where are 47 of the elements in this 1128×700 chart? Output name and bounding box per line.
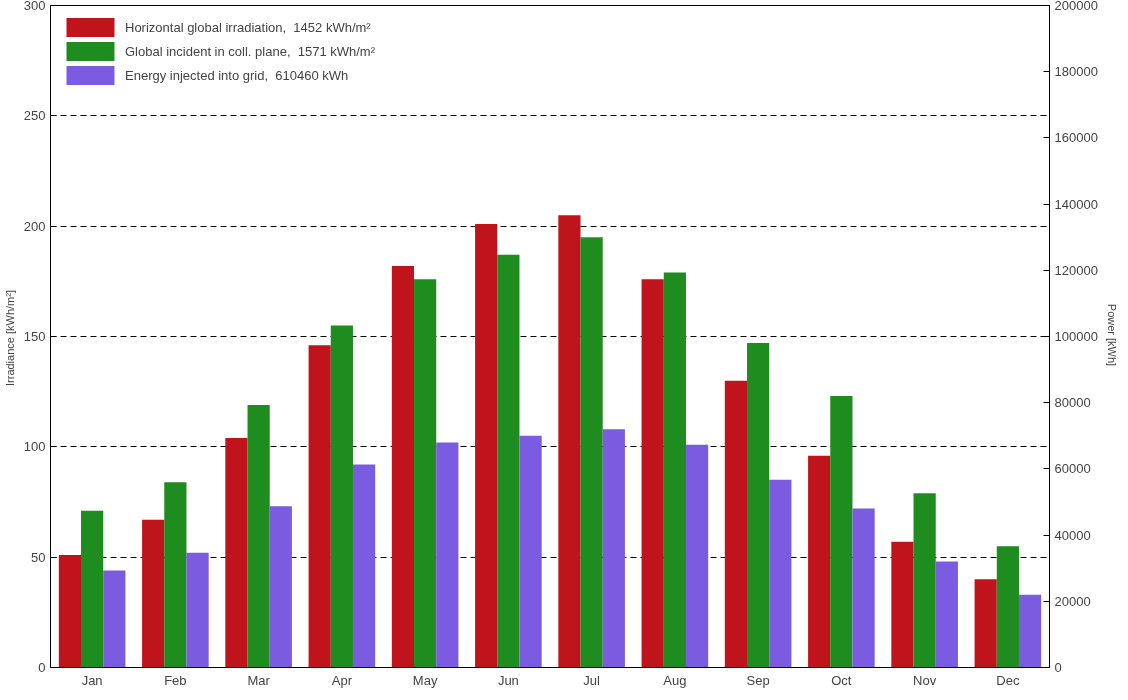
y2-tick-label: 80000 bbox=[1054, 395, 1091, 411]
bar bbox=[391, 265, 415, 668]
x-tick-label: Mar bbox=[247, 672, 271, 688]
bar bbox=[308, 345, 331, 668]
y-tick-label: 100 bbox=[23, 439, 46, 455]
y2-tick-label: 20000 bbox=[1054, 593, 1091, 609]
y2-tick-label: 60000 bbox=[1054, 461, 1091, 477]
y-tick-label: 0 bbox=[38, 660, 46, 675]
bar bbox=[891, 541, 914, 668]
y2-tick-label: 200000 bbox=[1054, 0, 1098, 13]
bar bbox=[724, 380, 748, 668]
x-tick-label: Sep bbox=[746, 672, 770, 688]
y-tick-label: 150 bbox=[23, 329, 46, 344]
bar bbox=[558, 215, 581, 668]
y2-tick-label: 140000 bbox=[1054, 196, 1098, 212]
x-tick-label: May bbox=[412, 672, 438, 688]
x-tick-label: Apr bbox=[331, 672, 353, 688]
y-tick-label: 200 bbox=[23, 218, 46, 234]
bar bbox=[641, 279, 664, 668]
y2-tick-label: 160000 bbox=[1054, 130, 1098, 146]
y2-tick-label: 40000 bbox=[1054, 527, 1091, 543]
legend-label: Horizontal global irradiation, 1452 kWh/m² bbox=[125, 19, 371, 35]
bar bbox=[475, 223, 498, 668]
y-tick-label: 250 bbox=[23, 108, 46, 124]
x-tick-label: Nov bbox=[913, 672, 937, 688]
x-tick-label: Feb bbox=[164, 672, 187, 688]
x-tick-label: Dec bbox=[996, 672, 1020, 688]
y-tick-label: 300 bbox=[23, 0, 46, 13]
bar bbox=[58, 554, 82, 668]
bar bbox=[142, 519, 165, 668]
y2-tick-label: 120000 bbox=[1054, 262, 1098, 278]
bar bbox=[225, 438, 248, 668]
bar bbox=[808, 455, 831, 668]
y2-tick-label: 0 bbox=[1054, 660, 1062, 675]
y2-tick-label: 100000 bbox=[1054, 329, 1098, 344]
x-tick-label: Jan bbox=[81, 672, 103, 688]
x-tick-label: Aug bbox=[663, 672, 687, 688]
y-axis-title: Irradiance [kWh/m²] bbox=[3, 290, 16, 387]
x-tick-label: Jun bbox=[497, 672, 519, 688]
y2-tick-label: 180000 bbox=[1054, 64, 1098, 80]
x-tick-label: Jul bbox=[583, 672, 601, 688]
bar bbox=[974, 579, 997, 668]
y-tick-label: 50 bbox=[31, 549, 46, 565]
x-tick-label: Oct bbox=[831, 672, 852, 688]
legend-label: Global incident in coll. plane, 1571 kWh/m² bbox=[125, 43, 376, 59]
y2-axis-title: Power [kWh] bbox=[1105, 303, 1118, 367]
legend-label: Energy injected into grid, 610460 kWh bbox=[125, 67, 349, 83]
